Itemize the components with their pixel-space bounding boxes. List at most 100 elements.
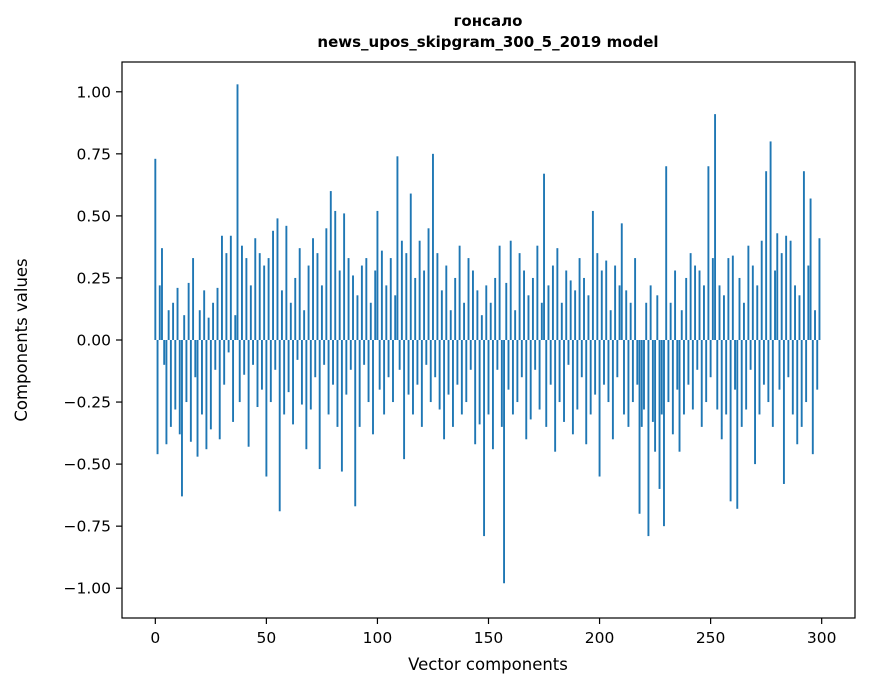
bar (174, 340, 177, 410)
bar (378, 340, 381, 390)
bar (241, 245, 243, 340)
bar (727, 258, 730, 340)
bar (676, 340, 679, 390)
bar (412, 340, 414, 415)
bar (178, 340, 181, 435)
bar (567, 340, 570, 365)
bar (640, 340, 643, 427)
bar (469, 340, 472, 370)
bar (343, 213, 346, 340)
y-tick-label: 0.25 (76, 269, 111, 287)
bar (807, 265, 810, 340)
bar (720, 340, 723, 440)
bar (225, 253, 228, 341)
bar (745, 340, 748, 410)
bar (463, 302, 466, 340)
bar (594, 340, 597, 395)
bar (305, 340, 308, 450)
bar (485, 285, 488, 340)
bar (398, 340, 401, 370)
bar (758, 340, 761, 415)
bar (531, 277, 534, 340)
bar (303, 310, 306, 340)
bar (254, 238, 257, 340)
bar (583, 277, 585, 340)
bar (407, 340, 410, 395)
bar (607, 340, 610, 403)
bar (443, 340, 446, 440)
bar (289, 302, 292, 340)
bar (818, 238, 821, 340)
bar (600, 270, 603, 340)
bar (325, 228, 328, 340)
bar (467, 258, 470, 340)
bar (243, 340, 246, 375)
bar (771, 340, 774, 427)
bar (169, 340, 172, 427)
bar (349, 340, 352, 370)
bar (498, 245, 501, 340)
bar (516, 340, 519, 403)
bar (751, 265, 754, 340)
bar (525, 340, 528, 440)
bar (367, 340, 370, 403)
bar (802, 171, 805, 340)
y-ticks: −1.00 −0.75 −0.50 −0.25 0.00 0.25 0.50 0.75 1.00 (64, 83, 122, 598)
bar (452, 340, 454, 427)
bar (336, 340, 339, 427)
bar (436, 253, 439, 341)
bar (427, 228, 430, 340)
bar (229, 235, 232, 340)
bar (494, 277, 497, 340)
bar (360, 265, 363, 340)
bar (707, 166, 710, 340)
bar (249, 285, 252, 340)
bar (774, 270, 776, 340)
y-tick-label: −1.00 (64, 580, 112, 598)
bar (285, 225, 288, 340)
bar (736, 340, 739, 509)
bar (569, 280, 572, 340)
bar (374, 270, 377, 340)
bar (483, 340, 486, 537)
bar (449, 310, 452, 340)
bar (420, 340, 423, 427)
bar (505, 282, 508, 340)
bar (263, 265, 266, 340)
bar (634, 258, 637, 340)
bar (589, 340, 592, 415)
bar (216, 287, 219, 341)
bar (760, 240, 763, 340)
bar (458, 245, 461, 340)
bar (511, 340, 514, 415)
bar (700, 340, 703, 427)
bar (354, 340, 357, 507)
bar (365, 258, 368, 340)
y-tick-label: 0.00 (76, 332, 111, 350)
bar (234, 315, 237, 340)
bar (769, 141, 772, 340)
bar (474, 340, 477, 445)
bar (529, 340, 532, 420)
bar (629, 302, 632, 340)
bar (496, 340, 499, 370)
bar (669, 302, 672, 340)
bar (651, 340, 654, 422)
x-tick-label: 50 (257, 629, 277, 647)
bar (705, 340, 708, 403)
bar (454, 277, 457, 340)
bar (392, 340, 394, 403)
bar (549, 340, 552, 385)
plot-area-border (121, 61, 856, 619)
bar (694, 265, 697, 340)
bar (556, 248, 559, 340)
bar (811, 340, 814, 455)
bar (765, 171, 768, 340)
bar (287, 340, 290, 393)
bar (307, 265, 310, 340)
bar (585, 340, 588, 445)
bar (731, 255, 734, 340)
bar (674, 270, 677, 340)
bar (389, 258, 392, 340)
bar (756, 285, 759, 340)
